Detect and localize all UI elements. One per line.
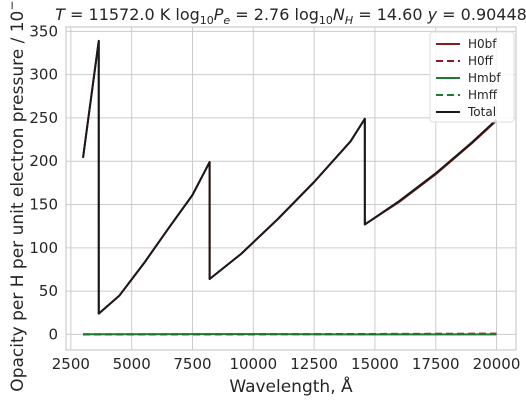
x-tick-label: 12500 — [290, 355, 338, 373]
legend-box — [429, 31, 515, 123]
x-tick-labels: 2500 5000 7500 10000 12500 15000 17500 20000 — [52, 355, 521, 373]
x-axis-label: Wavelength, Å — [229, 375, 353, 397]
y-tick-label: 0 — [48, 325, 58, 343]
x-tick-label: 20000 — [473, 355, 521, 373]
series-lines — [82, 39, 498, 336]
y-tick-label: 150 — [29, 196, 58, 214]
chart-title: T = 11572.0 K log10Pe = 2.76 log10NH = 1… — [55, 5, 526, 27]
x-tick-label: 2500 — [52, 355, 90, 373]
series-line-total — [82, 39, 498, 315]
legend-label: Hmbf — [468, 71, 501, 85]
y-tick-label: 100 — [29, 239, 58, 257]
y-tick-label: 300 — [29, 66, 58, 84]
x-tick-label: 10000 — [229, 355, 277, 373]
legend-label: Hmff — [468, 88, 498, 102]
legend-label: H0bf — [468, 37, 497, 51]
legend-label: H0ff — [468, 54, 494, 68]
x-tick-label: 7500 — [173, 355, 211, 373]
legend: H0bf H0ff Hmbf Hmff Total — [429, 31, 515, 123]
x-tick-label: 5000 — [113, 355, 151, 373]
y-tick-label: 200 — [29, 152, 58, 170]
axes-border — [65, 26, 517, 351]
axes-frame — [65, 26, 517, 351]
legend-label: Total — [467, 105, 496, 119]
y-tick-labels: 0 50 100 150 200 250 300 350 — [29, 22, 58, 343]
y-tick-label: 250 — [29, 109, 58, 127]
y-tick-label: 50 — [39, 282, 58, 300]
x-tick-label: 15000 — [351, 355, 399, 373]
y-axis-label: Opacity per H per unit electron pressure… — [5, 0, 28, 392]
y-tick-label: 350 — [29, 22, 58, 40]
x-tick-label: 17500 — [412, 355, 460, 373]
